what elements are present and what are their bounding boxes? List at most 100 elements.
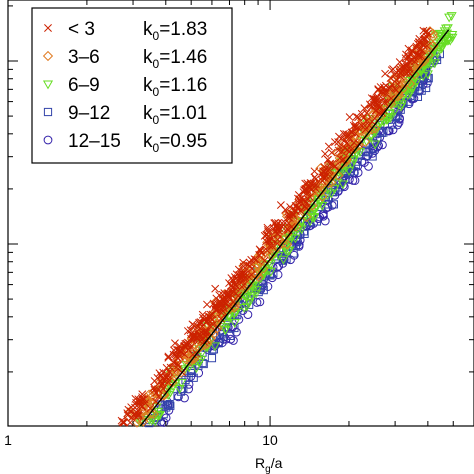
x-tick-label: 1 bbox=[4, 432, 12, 448]
fit-line bbox=[139, 29, 450, 427]
data-point bbox=[331, 138, 339, 147]
data-point bbox=[211, 284, 220, 293]
data-point bbox=[415, 38, 423, 47]
data-point bbox=[166, 401, 175, 410]
data-point bbox=[370, 140, 381, 150]
legend-marker bbox=[43, 107, 53, 117]
data-point bbox=[250, 281, 262, 291]
data-point bbox=[239, 258, 248, 267]
data-point bbox=[165, 367, 174, 376]
legend-label: 12–15 bbox=[68, 131, 121, 152]
data-point bbox=[270, 219, 279, 228]
data-point bbox=[407, 46, 416, 55]
data-point bbox=[373, 102, 382, 111]
legend-marker bbox=[43, 135, 53, 145]
data-point bbox=[418, 46, 427, 55]
legend-marker bbox=[42, 50, 54, 62]
data-point bbox=[134, 395, 143, 404]
data-point bbox=[383, 97, 392, 106]
data-point bbox=[165, 388, 176, 398]
data-point bbox=[392, 75, 401, 84]
data-point bbox=[304, 183, 313, 192]
data-point bbox=[394, 80, 405, 91]
legend-k-value: k0=1.83 bbox=[143, 19, 207, 43]
data-point bbox=[378, 109, 386, 117]
data-point bbox=[187, 334, 195, 343]
data-point bbox=[198, 310, 207, 319]
data-point bbox=[282, 254, 291, 263]
data-point bbox=[351, 129, 360, 138]
data-point bbox=[362, 109, 371, 118]
data-point bbox=[349, 167, 359, 176]
data-point bbox=[354, 123, 362, 132]
data-point bbox=[138, 390, 147, 399]
data-point bbox=[274, 219, 282, 228]
data-point bbox=[396, 100, 407, 110]
data-point bbox=[419, 36, 428, 44]
data-point bbox=[290, 234, 301, 244]
data-point bbox=[155, 369, 164, 378]
data-point bbox=[386, 74, 395, 82]
data-point bbox=[401, 64, 410, 73]
data-point bbox=[359, 158, 369, 167]
data-point bbox=[258, 263, 269, 274]
data-point bbox=[145, 408, 156, 419]
data-point bbox=[134, 411, 143, 420]
data-point bbox=[263, 246, 272, 255]
data-point bbox=[335, 154, 344, 163]
data-point bbox=[404, 68, 413, 77]
data-point bbox=[268, 242, 277, 251]
data-point bbox=[169, 358, 178, 367]
data-point bbox=[388, 125, 398, 135]
data-point bbox=[390, 71, 399, 80]
data-point bbox=[233, 276, 242, 284]
data-point bbox=[334, 138, 343, 146]
data-point bbox=[420, 36, 429, 44]
data-point bbox=[361, 137, 372, 147]
data-point bbox=[289, 211, 298, 220]
legend: < 3 k0=1.83 3–6 k0=1.46 6–9 k0=1.16 9–12 k0=1.0… bbox=[31, 7, 233, 164]
data-point bbox=[342, 130, 351, 139]
plot-frame bbox=[7, 0, 474, 427]
legend-label: < 3 bbox=[68, 19, 95, 40]
data-point bbox=[350, 176, 360, 185]
data-point bbox=[138, 416, 149, 427]
data-point bbox=[241, 273, 250, 282]
data-point bbox=[247, 255, 256, 264]
data-point bbox=[360, 104, 369, 113]
data-point bbox=[384, 108, 395, 118]
data-point bbox=[282, 239, 293, 250]
data-point bbox=[284, 219, 293, 228]
data-point bbox=[189, 335, 198, 343]
data-point bbox=[421, 83, 431, 93]
data-point bbox=[321, 166, 330, 175]
data-point bbox=[199, 337, 208, 346]
data-point bbox=[390, 106, 401, 116]
data-point bbox=[387, 66, 396, 75]
data-point bbox=[410, 54, 419, 63]
data-point bbox=[164, 374, 173, 383]
data-point bbox=[359, 114, 368, 122]
data-point bbox=[382, 115, 393, 125]
data-point bbox=[276, 201, 285, 210]
data-point bbox=[391, 84, 400, 93]
data-point bbox=[323, 177, 334, 189]
data-point bbox=[209, 342, 220, 352]
data-point bbox=[373, 96, 382, 104]
data-point bbox=[238, 269, 247, 278]
data-point bbox=[150, 383, 159, 392]
data-point bbox=[243, 310, 253, 320]
data-point bbox=[329, 185, 340, 195]
data-point bbox=[218, 322, 229, 332]
data-point bbox=[229, 302, 240, 314]
data-point bbox=[159, 410, 168, 419]
data-point bbox=[347, 160, 358, 170]
data-point bbox=[371, 95, 380, 104]
legend-marker bbox=[44, 24, 52, 32]
data-point bbox=[150, 377, 159, 385]
data-point bbox=[193, 355, 204, 365]
data-point bbox=[189, 333, 197, 342]
data-point bbox=[272, 223, 281, 232]
data-point bbox=[224, 293, 233, 302]
